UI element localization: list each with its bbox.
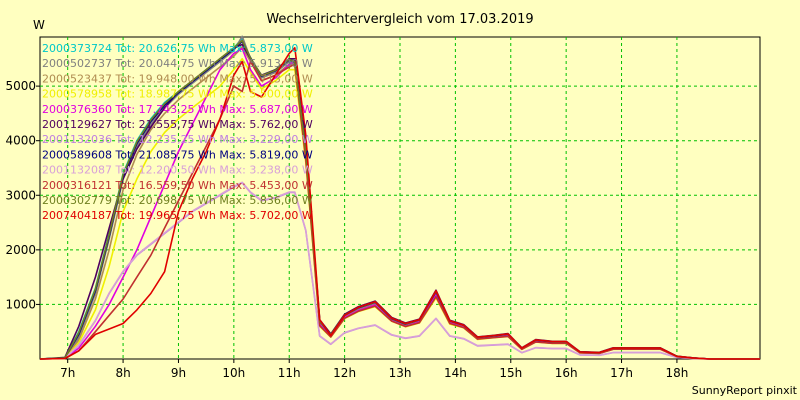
legend-entry-11: 2000302779 Tot: 20.698,75 Wh Max: 5.836,… bbox=[42, 194, 313, 207]
series-layer bbox=[39, 35, 760, 360]
chart-title: Wechselrichtervergleich vom 17.03.2019 bbox=[266, 12, 533, 27]
legend-entry-4: 2000578958 Tot: 18.987,75 Wh Max: 5.500,… bbox=[42, 88, 313, 101]
legend-entry-7: 2001132036 Tot: 12.235,25 Wh Max: 3.229,… bbox=[42, 133, 313, 146]
legend: 2000373724 Tot: 20.626,75 Wh Max: 5.873,… bbox=[42, 42, 313, 222]
y-tick-label: 3000 bbox=[5, 188, 36, 202]
y-tick-label: 5000 bbox=[5, 79, 36, 93]
y-tick-label: 4000 bbox=[5, 134, 36, 148]
x-tick-label: 16h bbox=[555, 366, 578, 380]
x-tick-label: 7h bbox=[60, 366, 75, 380]
y-tick-label: 1000 bbox=[5, 297, 36, 311]
x-tick-label: 14h bbox=[444, 366, 467, 380]
plot-area bbox=[39, 36, 761, 360]
x-tick-label: 8h bbox=[115, 366, 130, 380]
x-tick-label: 18h bbox=[665, 366, 688, 380]
x-tick-label: 17h bbox=[610, 366, 633, 380]
x-tick-label: 9h bbox=[171, 366, 186, 380]
axis-layer: 7h 8h 9h 10h 11h 12h 13h 14h 15h 16h 17h 18h 1000 200… bbox=[5, 79, 688, 380]
legend-entry-5: 2000376360 Tot: 17.743,25 Wh Max: 5.687,… bbox=[42, 103, 313, 116]
footer-credit: SunnyReport pinxit bbox=[692, 384, 798, 397]
x-tick-label: 12h bbox=[333, 366, 356, 380]
legend-entry-8: 2000589608 Tot: 21.085,75 Wh Max: 5.819,… bbox=[42, 148, 313, 161]
legend-entry-2: 2000502737 Tot: 20.044,75 Wh Max: 5.913,… bbox=[42, 57, 313, 70]
legend-entry-10: 2000316121 Tot: 16.559,50 Wh Max: 5.453,… bbox=[42, 179, 313, 192]
legend-entry-9: 2001132087 Tot: 12.200,50 Wh Max: 3.238,… bbox=[42, 164, 313, 177]
series-line-9 bbox=[39, 181, 760, 360]
legend-entry-6: 2001129627 Tot: 21.555,75 Wh Max: 5.762,… bbox=[42, 118, 313, 131]
series-line-12 bbox=[39, 46, 760, 360]
legend-entry-12: 2007404187 Tot: 19.965,75 Wh Max: 5.702,… bbox=[42, 209, 313, 222]
legend-entry-1: 2000373724 Tot: 20.626,75 Wh Max: 5.873,… bbox=[42, 42, 313, 55]
y-axis-label: W bbox=[33, 18, 45, 32]
y-tick-label: 2000 bbox=[5, 243, 36, 257]
legend-entry-3: 2000523437 Tot: 19.948,00 Wh Max: 5.713,… bbox=[42, 72, 313, 85]
x-tick-label: 15h bbox=[499, 366, 522, 380]
x-tick-label: 11h bbox=[278, 366, 301, 380]
x-tick-label: 13h bbox=[389, 366, 412, 380]
x-tick-label: 10h bbox=[222, 366, 245, 380]
